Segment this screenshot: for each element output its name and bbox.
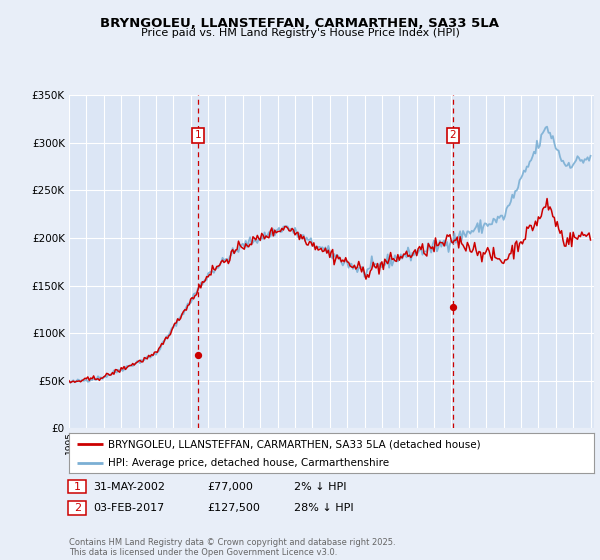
Text: 2% ↓ HPI: 2% ↓ HPI [294,482,347,492]
Text: 28% ↓ HPI: 28% ↓ HPI [294,503,353,513]
Text: £77,000: £77,000 [207,482,253,492]
Text: 31-MAY-2002: 31-MAY-2002 [93,482,165,492]
Text: BRYNGOLEU, LLANSTEFFAN, CARMARTHEN, SA33 5LA: BRYNGOLEU, LLANSTEFFAN, CARMARTHEN, SA33… [101,17,499,30]
Point [193,351,203,360]
Text: HPI: Average price, detached house, Carmarthenshire: HPI: Average price, detached house, Carm… [109,458,389,468]
Text: 1: 1 [74,482,81,492]
Text: 2: 2 [450,130,457,140]
Point [448,302,458,311]
Text: 1: 1 [194,130,202,140]
Text: 2: 2 [74,503,81,513]
Text: £127,500: £127,500 [207,503,260,513]
Text: 03-FEB-2017: 03-FEB-2017 [93,503,164,513]
Text: Price paid vs. HM Land Registry's House Price Index (HPI): Price paid vs. HM Land Registry's House … [140,28,460,38]
Text: Contains HM Land Registry data © Crown copyright and database right 2025.
This d: Contains HM Land Registry data © Crown c… [69,538,395,557]
Text: BRYNGOLEU, LLANSTEFFAN, CARMARTHEN, SA33 5LA (detached house): BRYNGOLEU, LLANSTEFFAN, CARMARTHEN, SA33… [109,439,481,449]
